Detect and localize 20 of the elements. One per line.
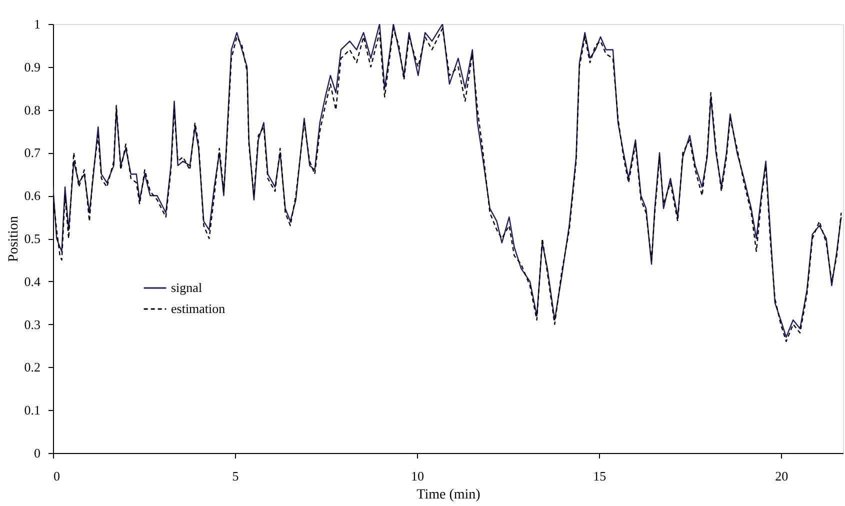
x-tick-label: 10 bbox=[411, 468, 424, 484]
y-tick-label: 0.3 bbox=[24, 316, 40, 332]
legend-label: estimation bbox=[171, 301, 226, 316]
y-tick-label: 0.7 bbox=[24, 145, 41, 160]
y-tick-label: 0.6 bbox=[24, 188, 41, 204]
x-tick-label: 15 bbox=[593, 468, 606, 484]
y-tick-label: 1 bbox=[34, 16, 40, 32]
y-tick-label: 0.1 bbox=[24, 402, 40, 418]
x-axis-title: Time (min) bbox=[416, 488, 481, 502]
y-tick-label: 0 bbox=[34, 446, 40, 460]
legend-label: signal bbox=[171, 280, 202, 295]
x-tick-label: 0 bbox=[54, 468, 60, 484]
x-tick-label: 20 bbox=[775, 468, 788, 484]
y-tick-label: 0.2 bbox=[24, 360, 40, 375]
y-tick-label: 0.5 bbox=[24, 231, 40, 246]
y-tick-label: 0.9 bbox=[24, 59, 40, 74]
y-tick-label: 0.8 bbox=[24, 102, 40, 118]
x-tick-label: 5 bbox=[232, 468, 239, 484]
y-axis-title: Position bbox=[6, 216, 22, 262]
y-tick-label: 0.4 bbox=[24, 274, 41, 289]
